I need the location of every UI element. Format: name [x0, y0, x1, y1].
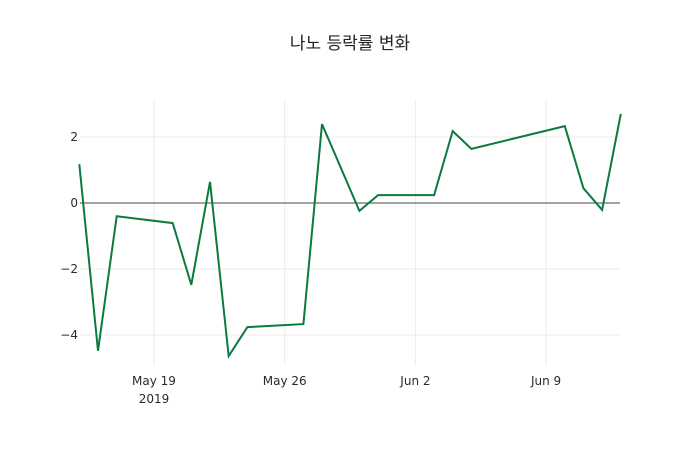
- data-line: [78, 113, 622, 360]
- x-tick-label: May 19: [132, 374, 176, 388]
- y-tick-label: −2: [60, 262, 78, 276]
- x-tick-year-label: 2019: [139, 392, 170, 406]
- gridlines: [80, 100, 620, 365]
- x-tick-label: May 26: [263, 374, 307, 388]
- y-tick-label: −4: [60, 328, 78, 342]
- y-tick-label: 0: [70, 196, 78, 210]
- y-tick-label: 2: [70, 130, 78, 144]
- x-tick-label: Jun 2: [399, 374, 430, 388]
- plot-area: [78, 113, 622, 360]
- axes: May 19 2019 May 26 Jun 2 Jun 9 2 0 −2 −4: [60, 130, 561, 406]
- x-tick-label: Jun 9: [530, 374, 561, 388]
- chart-title: 나노 등락률 변화: [290, 34, 411, 54]
